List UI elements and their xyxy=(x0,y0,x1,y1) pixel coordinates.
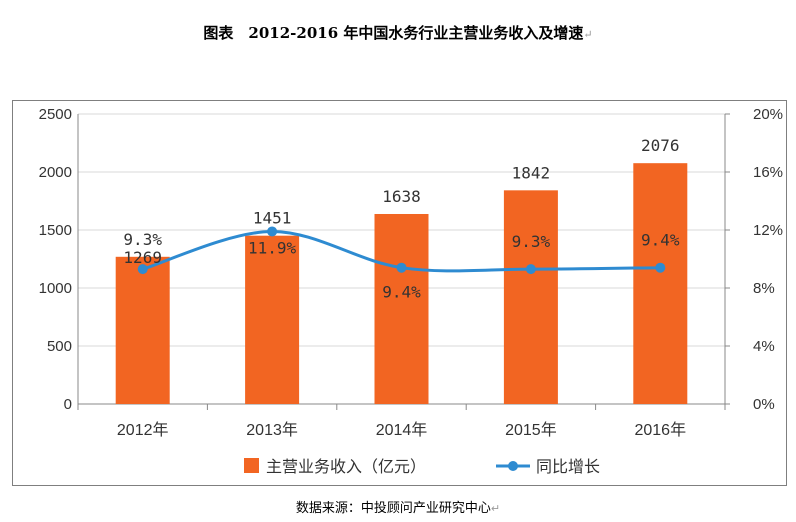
x-tick-label: 2015年 xyxy=(505,421,557,439)
y-left-tick-label: 2500 xyxy=(39,106,72,123)
growth-point xyxy=(525,264,536,275)
source-note: 数据来源：中投顾问产业研究中心↵ xyxy=(0,497,796,516)
growth-value-label: 9.4% xyxy=(641,231,680,250)
x-tick-label: 2013年 xyxy=(246,421,298,439)
paragraph-mark-icon: ↵ xyxy=(583,28,593,41)
y-left-tick-label: 500 xyxy=(47,338,72,355)
bar xyxy=(503,190,558,404)
y-right-tick-label: 12% xyxy=(753,222,783,239)
growth-value-label: 9.3% xyxy=(512,232,551,251)
bar xyxy=(633,163,688,404)
source-text: 数据来源：中投顾问产业研究中心 xyxy=(295,501,491,516)
legend-line-marker xyxy=(508,461,518,471)
x-tick-label: 2012年 xyxy=(117,421,169,439)
x-tick-label: 2014年 xyxy=(376,421,428,439)
bar-layer xyxy=(115,163,688,404)
figure-title-text: 图表 2012-2016 年中国水务行业主营业务收入及增速 xyxy=(203,24,584,42)
y-right-tick-label: 20% xyxy=(753,106,783,123)
legend-bar-swatch xyxy=(244,458,259,473)
growth-point xyxy=(655,262,666,273)
y-left-tick-label: 2000 xyxy=(39,164,72,181)
axis-layer: 0 500 1000 1500 2000 2500 0% 4% 8% 12% 16% 20% 2012年… xyxy=(39,106,783,439)
y-right-tick-label: 4% xyxy=(753,338,775,355)
bar-value-label: 1842 xyxy=(512,163,551,182)
y-right-tick-label: 0% xyxy=(753,396,775,413)
label-layer: 1269 1451 1638 1842 2076 9.3% 11.9% 9.4% 9.3% 9.4… xyxy=(123,136,679,302)
growth-value-label: 9.4% xyxy=(382,283,421,302)
y-left-tick-label: 0 xyxy=(64,396,72,413)
x-tick-label: 2016年 xyxy=(634,421,686,439)
bar-value-label: 2076 xyxy=(641,136,680,155)
y-right-tick-label: 16% xyxy=(753,164,783,181)
legend-line-label: 同比增长 xyxy=(536,458,600,476)
line-layer xyxy=(137,226,666,275)
growth-point xyxy=(267,226,278,237)
y-left-tick-label: 1000 xyxy=(39,280,72,297)
bar xyxy=(374,213,429,404)
paragraph-mark-icon: ↵ xyxy=(490,502,501,515)
y-left-tick-label: 1500 xyxy=(39,222,72,239)
bar-value-label: 1638 xyxy=(382,187,421,206)
chart-frame xyxy=(12,100,787,486)
legend-bar-label: 主营业务收入（亿元） xyxy=(266,458,426,476)
bar-value-label: 1451 xyxy=(253,209,292,228)
growth-point xyxy=(137,264,148,275)
legend: 主营业务收入（亿元） 同比增长 xyxy=(244,458,600,476)
growth-value-label: 9.3% xyxy=(123,230,162,249)
bar-value-label: 1269 xyxy=(123,248,162,267)
bar xyxy=(115,256,170,404)
bar xyxy=(245,235,300,404)
y-right-tick-label: 8% xyxy=(753,280,775,297)
growth-value-label: 11.9% xyxy=(248,238,297,257)
growth-point xyxy=(396,262,407,273)
figure-title: 图表 2012-2016 年中国水务行业主营业务收入及增速↵ xyxy=(0,22,796,43)
